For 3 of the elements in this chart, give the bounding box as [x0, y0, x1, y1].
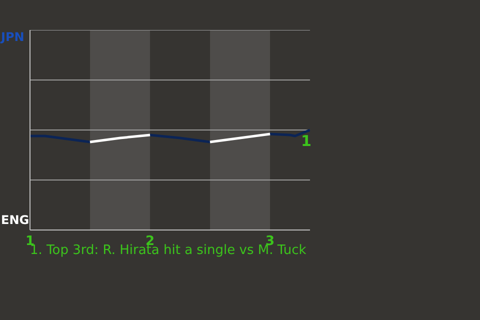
text: JPN: [1, 30, 24, 45]
annotation: 1: [301, 132, 312, 150]
text: ENG: [1, 213, 30, 228]
